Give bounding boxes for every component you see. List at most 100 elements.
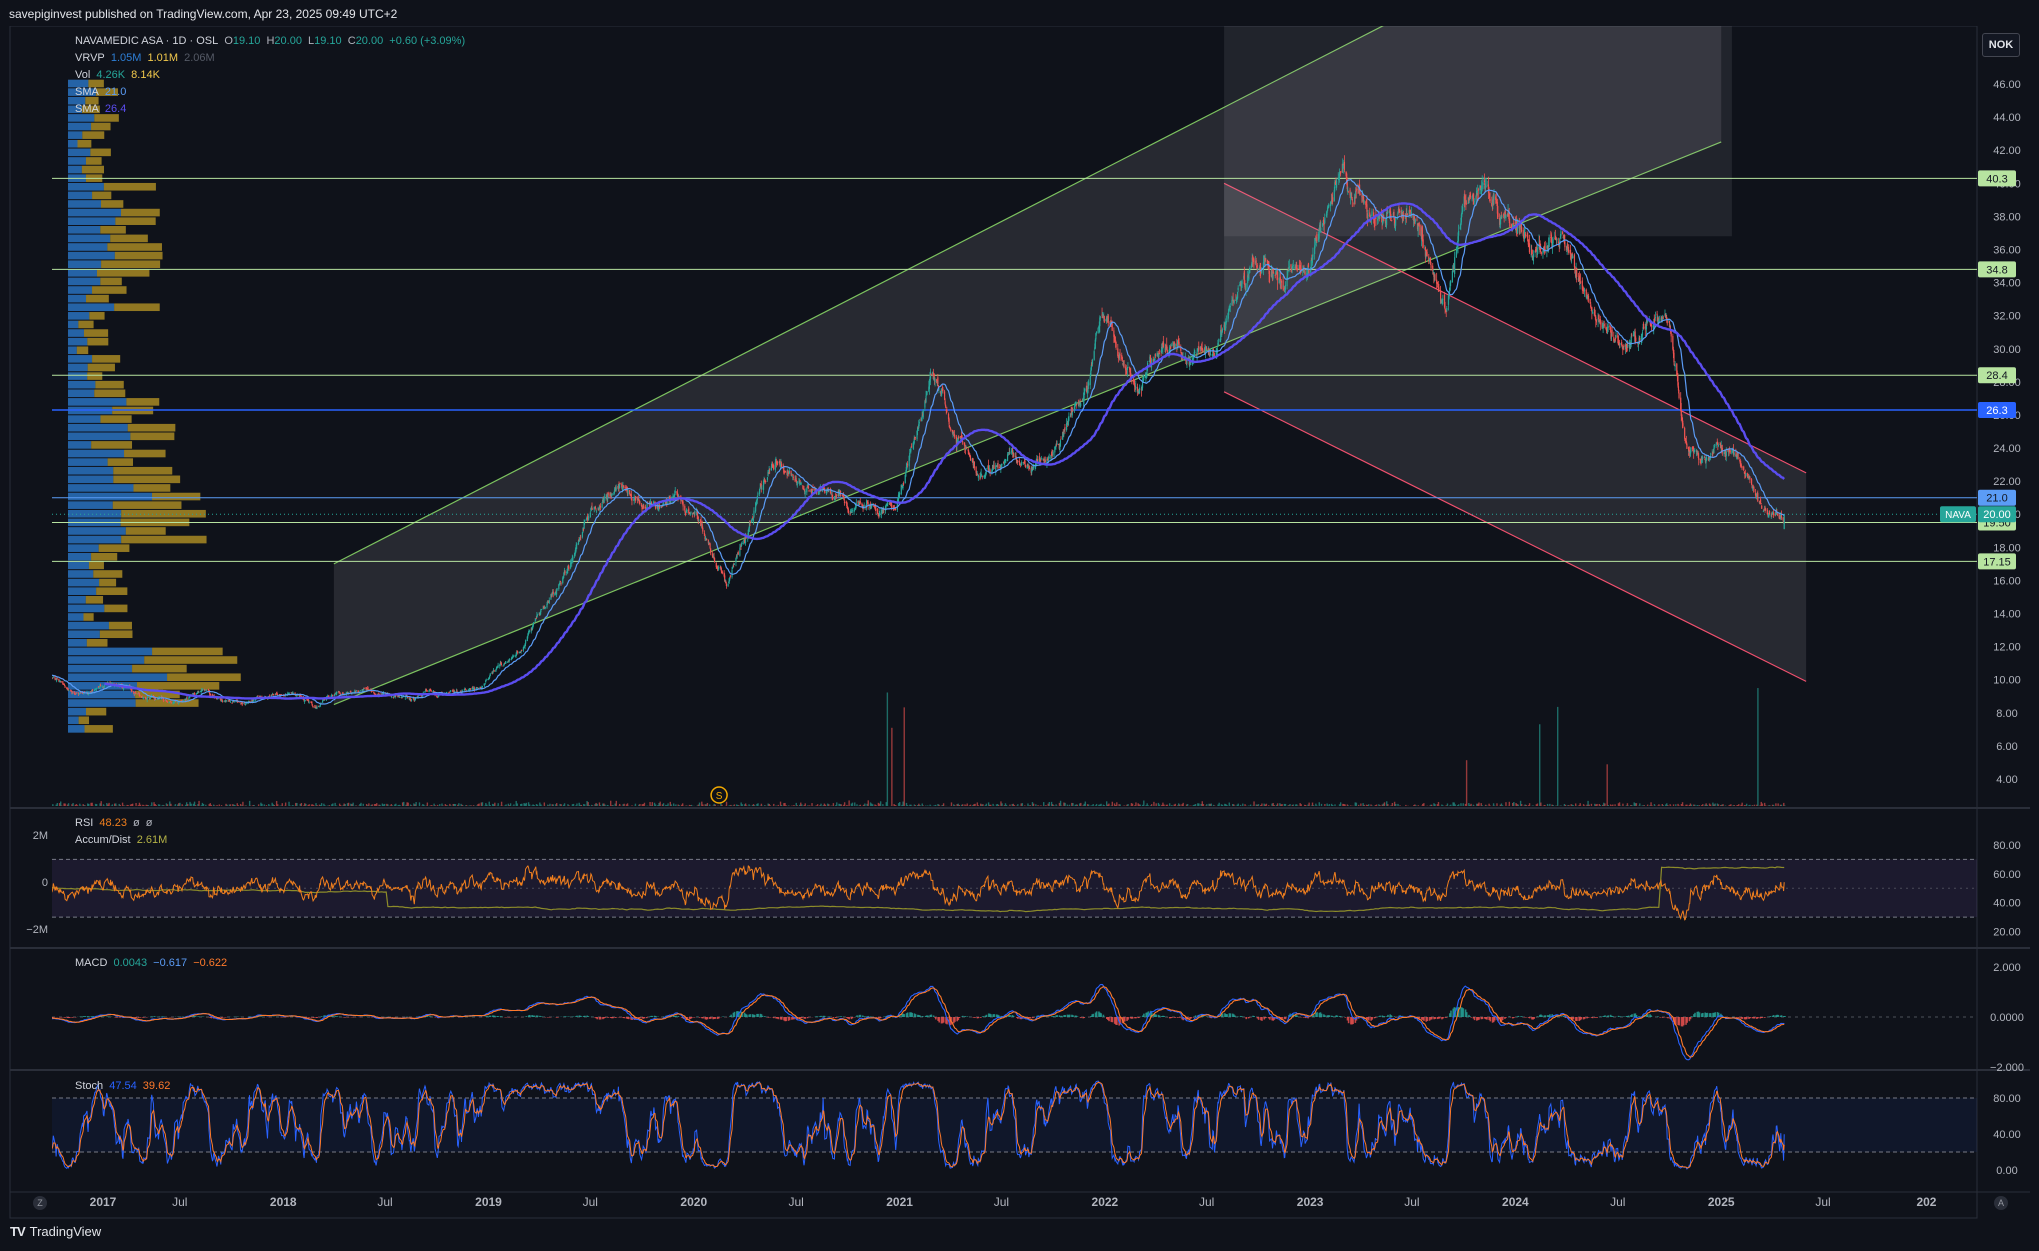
volume-bar [1716,803,1719,806]
candle-body [698,520,700,522]
volume-bar [192,803,195,806]
vp-bar-down [78,716,90,725]
candle-body [661,506,663,508]
channel-drawings[interactable] [333,26,1807,706]
candle-body [807,486,810,489]
candle-body [908,455,910,467]
volume-bar [549,803,551,806]
candle-body [985,470,987,474]
candle-body [1013,453,1015,457]
volume-bar [1334,804,1336,806]
publish-info: savepiginvest published on TradingView.c… [9,7,398,21]
volume-bar [434,805,436,806]
candle-body [905,471,907,477]
volume-bar [914,805,917,806]
volume-bar [481,802,484,806]
volume-bar [891,727,893,806]
chart-canvas[interactable]: 46.0044.0042.0040.0038.0036.0034.0032.00… [0,26,2039,1220]
volume-bar [1029,805,1031,806]
candle-body [1382,220,1384,223]
volume-bar [422,804,424,806]
candle-body [1443,295,1446,308]
candle-body [535,618,537,619]
candle-body [721,571,724,574]
candle-body [702,527,704,532]
volume-bar [732,805,734,806]
candle-body [546,601,549,603]
candle-body [1107,315,1109,323]
volume-bar [846,804,848,806]
candle-body [877,508,879,515]
volume-bar [491,803,494,806]
candle-body [547,601,549,603]
volume-bar [1145,805,1147,806]
candle-body [862,507,864,509]
volume-bar [1276,803,1279,806]
volume-bar [1724,805,1726,806]
volume-bar [111,804,114,806]
volume-bar [1741,802,1743,806]
candle-body [1123,360,1125,368]
volume-bar [1226,804,1228,806]
candle-body [831,495,833,498]
volume-bar [261,803,263,806]
volume-bar [122,805,125,806]
volume-bar [1004,803,1007,806]
volume-bar [1397,803,1399,806]
candle-body [1421,227,1423,239]
candle-body [476,687,478,689]
volume-bar [401,802,404,806]
candle-body [355,690,357,692]
candle-body [842,495,844,498]
candle-body [1270,272,1272,274]
candle-body [1129,367,1131,370]
candle-body [914,437,916,438]
vp-bar-up [68,656,145,664]
candle-body [182,700,184,702]
volume-bar [1557,706,1559,806]
vp-bar-up [68,225,101,234]
volume-bar [494,802,496,806]
candle-body [988,468,991,472]
vp-bar-up [68,380,96,389]
volume-bar [956,804,958,806]
volume-bar [921,803,923,806]
candle-body [1262,262,1265,269]
volume-bar [1260,805,1262,806]
volume-bar [737,804,739,806]
vp-bar-up [68,294,87,303]
volume-bar [1001,803,1003,806]
candle-body [475,688,477,691]
vp-bar-up [68,690,136,699]
candle-body [1274,275,1276,276]
candle-body [643,505,645,509]
volume-bar [729,805,731,806]
volume-bar [1198,803,1200,806]
candle-body [1217,343,1220,345]
candle-body [1294,267,1296,268]
horizontal-levels[interactable] [52,177,1977,562]
volume-bar [800,802,802,806]
volume-bar [902,801,904,806]
volume-bar [1272,802,1274,806]
volume-bar [360,802,362,806]
candle-body [495,669,497,672]
candle-body [208,692,211,694]
volume-bar [777,804,779,806]
volume-bar [743,804,746,806]
volume-bar [995,804,998,806]
candle-body [563,572,565,576]
volume-bar [851,802,854,806]
candle-body [319,704,321,706]
volume-bar [1784,805,1786,806]
candle-body [676,492,679,495]
candle-body [1168,347,1171,354]
candle-body [1034,465,1036,468]
volume-bar [1045,805,1047,806]
candle-body [724,575,726,582]
candle-body [336,691,338,694]
candle-body [1067,418,1069,426]
volume-bar [1563,803,1566,806]
volume-bar [859,804,862,806]
candle-body [748,522,751,529]
